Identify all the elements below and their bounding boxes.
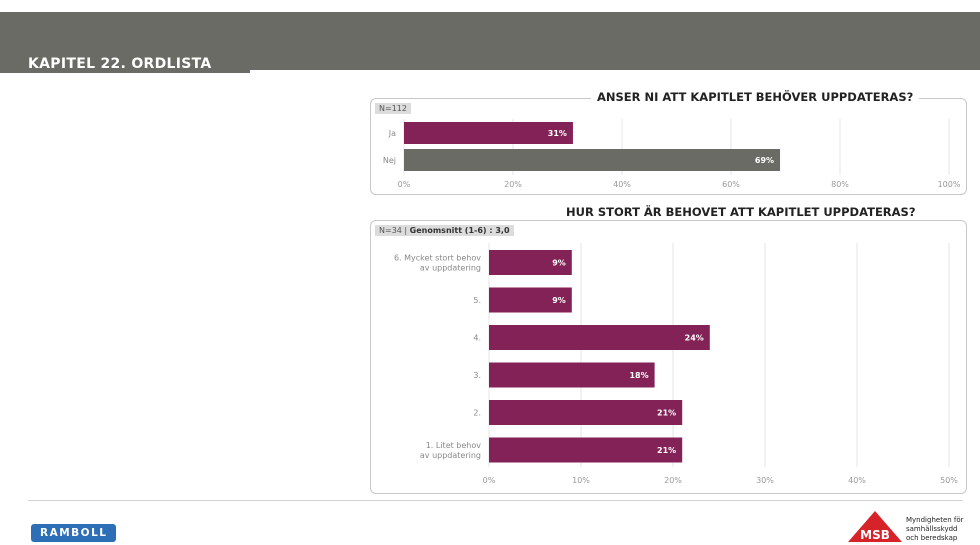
x-tick-label: 0% bbox=[398, 180, 411, 189]
x-tick-label: 50% bbox=[940, 476, 958, 485]
bar bbox=[489, 325, 710, 350]
x-tick-label: 0% bbox=[483, 476, 496, 485]
bar bbox=[489, 250, 572, 275]
bar-value-label: 21% bbox=[657, 446, 676, 455]
x-tick-label: 60% bbox=[722, 180, 740, 189]
chart-2-title: HUR STORT ÄR BEHOVET ATT KAPITLET UPPDAT… bbox=[560, 205, 922, 219]
ramboll-logo: RAMBOLL bbox=[31, 524, 117, 542]
chart-1-plot: 0% 20% 40% 60% 80% 100% 31% Ja 69% Nej bbox=[383, 119, 961, 189]
bar bbox=[489, 400, 683, 425]
x-tick-label: 20% bbox=[664, 476, 682, 485]
bar-value-label: 18% bbox=[629, 371, 648, 380]
category-label: 1. Litet behov av uppdatering bbox=[420, 441, 481, 460]
x-tick-label: 100% bbox=[938, 180, 961, 189]
title-underline bbox=[0, 70, 250, 73]
bar-value-label: 69% bbox=[755, 156, 774, 165]
x-tick-label: 40% bbox=[848, 476, 866, 485]
bar-value-label: 9% bbox=[552, 296, 566, 305]
bar bbox=[489, 437, 683, 463]
category-label: Ja bbox=[388, 129, 396, 138]
x-tick-label: 80% bbox=[831, 180, 849, 189]
msb-name-line-1: Myndigheten för bbox=[906, 516, 964, 524]
bar bbox=[489, 287, 572, 313]
page-title: KAPITEL 22. ORDLISTA bbox=[28, 56, 212, 72]
chart-panel-2: N=34 | Genomsnitt (1-6) : 3,0 0% 10% 20% 30… bbox=[370, 220, 967, 494]
chart-panel-1: N=112 0% 20% 40% 60% 80% 100% 31% Ja 69% Nej bbox=[370, 98, 967, 195]
chart-2-plot: 0% 10% 20% 30% 40% 50% 9% 6. Mycket stort behov… bbox=[394, 243, 958, 485]
x-tick-label: 30% bbox=[756, 476, 774, 485]
category-label: 4. bbox=[473, 334, 481, 343]
chart-1-n-label: N=112 bbox=[375, 103, 411, 114]
bar bbox=[404, 149, 781, 171]
bar-value-label: 9% bbox=[552, 259, 566, 268]
msb-name: Myndigheten för samhällsskydd och bereds… bbox=[906, 516, 964, 543]
bar bbox=[489, 362, 655, 388]
bar-value-label: 21% bbox=[657, 409, 676, 418]
chart-1-title: ANSER NI ATT KAPITLET BEHÖVER UPPDATERAS… bbox=[591, 90, 920, 104]
footer-divider bbox=[28, 500, 963, 501]
category-label: 2. bbox=[473, 409, 481, 418]
msb-logo: MSB bbox=[848, 511, 902, 542]
msb-name-line-2: samhällsskydd bbox=[906, 525, 958, 533]
category-label: 6. Mycket stort behov av uppdatering bbox=[394, 254, 481, 273]
chart-2-n-value: N=34 | bbox=[379, 226, 408, 235]
chart-2-mean-label: Genomsnitt (1-6) : 3,0 bbox=[409, 226, 510, 235]
x-tick-label: 10% bbox=[572, 476, 590, 485]
x-tick-label: 20% bbox=[504, 180, 522, 189]
chart-2-n-label: N=34 | Genomsnitt (1-6) : 3,0 bbox=[375, 225, 514, 236]
category-label: Nej bbox=[383, 156, 396, 165]
bar bbox=[404, 122, 573, 144]
bar-value-label: 31% bbox=[548, 129, 567, 138]
msb-logo-text: MSB bbox=[860, 528, 890, 542]
header-bar: KAPITEL 22. ORDLISTA bbox=[0, 12, 980, 72]
category-label: 5. bbox=[473, 296, 481, 305]
category-label: 3. bbox=[473, 371, 481, 380]
x-tick-label: 40% bbox=[613, 180, 631, 189]
msb-name-line-3: och beredskap bbox=[906, 534, 958, 542]
bar-value-label: 24% bbox=[685, 334, 704, 343]
